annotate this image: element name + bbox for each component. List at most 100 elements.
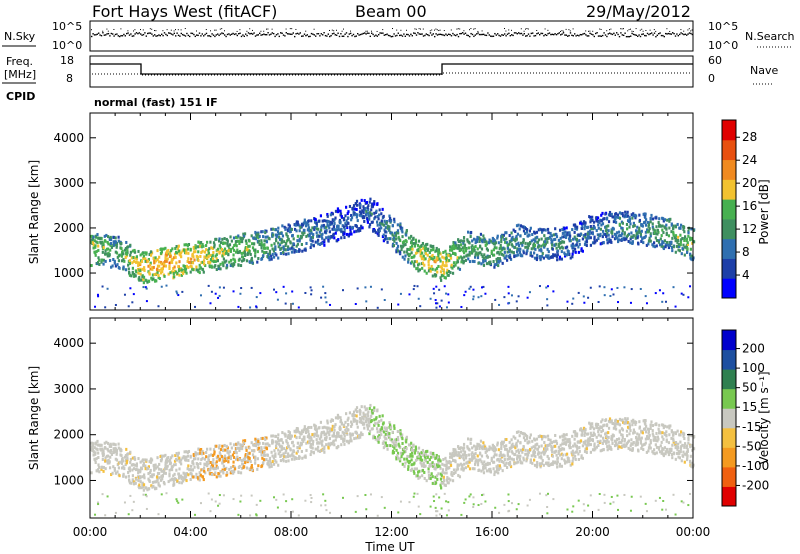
noise-point <box>400 34 402 36</box>
velocity-cell <box>305 441 308 445</box>
power-cell <box>174 270 178 274</box>
noise-point <box>211 33 213 35</box>
velocity-cell <box>161 477 164 481</box>
power-cell <box>661 228 664 232</box>
velocity-cell <box>180 475 184 479</box>
velocity-cell <box>187 458 190 462</box>
noise-point <box>477 32 479 34</box>
power-cell <box>142 286 145 289</box>
noise-search-point <box>329 29 330 31</box>
velocity-cell <box>482 466 485 470</box>
velocity-cell <box>117 466 121 470</box>
power-cell <box>395 250 398 254</box>
velocity-cell <box>225 472 229 476</box>
noise-search-point <box>365 30 367 32</box>
velocity-cell <box>343 439 346 443</box>
velocity-cell <box>350 422 354 426</box>
power-cell <box>445 258 448 262</box>
power-cell <box>574 224 577 228</box>
velocity-cell <box>139 480 142 484</box>
power-cell <box>480 247 484 251</box>
power-cell <box>482 260 485 264</box>
power-cell <box>571 255 574 259</box>
power-cell <box>418 262 421 266</box>
velocity-cell <box>228 467 231 471</box>
velocity-cell <box>451 453 454 457</box>
y-tick-label: 3000 <box>53 176 84 190</box>
power-cell <box>94 305 97 308</box>
power-cell <box>360 198 363 202</box>
velocity-cell <box>477 469 480 473</box>
power-cell <box>552 290 555 293</box>
power-cell <box>450 263 453 267</box>
power-cell <box>692 228 695 232</box>
velocity-cell <box>353 418 356 422</box>
power-cell <box>451 244 454 248</box>
velocity-cell <box>471 446 474 450</box>
power-cell <box>576 225 579 229</box>
power-cell <box>558 246 562 250</box>
velocity-cell <box>437 456 440 460</box>
velocity-cell <box>497 448 500 452</box>
colorbar-swatch <box>722 120 736 141</box>
noise-search-point <box>639 29 641 31</box>
noise-point <box>173 32 175 35</box>
velocity-cell <box>173 472 176 476</box>
power-cell <box>184 269 187 273</box>
power-cell <box>365 200 368 204</box>
velocity-cell <box>422 461 425 465</box>
velocity-cell <box>501 442 504 446</box>
power-cell <box>287 245 290 249</box>
velocity-cell <box>329 419 332 423</box>
power-ylabel: Slant Range [km] <box>27 160 41 264</box>
power-cell <box>340 236 343 240</box>
velocity-cell <box>252 449 256 453</box>
power-cell <box>103 234 106 238</box>
velocity-cell <box>323 425 326 429</box>
velocity-cell <box>152 473 155 477</box>
power-cell <box>431 267 434 271</box>
velocity-cell <box>366 427 370 431</box>
power-cell <box>395 237 398 241</box>
noise-point <box>100 34 103 37</box>
power-cell <box>528 240 532 244</box>
power-cell <box>562 240 566 244</box>
power-cell <box>310 231 313 235</box>
power-cell <box>534 247 537 251</box>
power-cell <box>606 231 609 235</box>
power-cell <box>252 248 256 252</box>
velocity-cell <box>334 438 337 442</box>
power-cell <box>237 305 240 308</box>
noise-search-point <box>645 29 647 31</box>
power-cell <box>373 200 376 204</box>
power-cell <box>100 260 103 264</box>
velocity-cell <box>354 408 358 412</box>
power-cell <box>372 229 375 233</box>
power-cell <box>542 256 545 260</box>
velocity-cell <box>332 439 335 443</box>
velocity-cell <box>444 456 447 460</box>
power-cell <box>444 276 447 280</box>
velocity-cell <box>174 454 177 458</box>
velocity-cell <box>217 472 220 476</box>
velocity-cell <box>308 439 311 443</box>
power-cell <box>347 210 350 214</box>
velocity-cell <box>353 413 356 417</box>
power-cell <box>104 252 107 256</box>
power-cell <box>358 210 362 214</box>
power-cell <box>376 202 379 206</box>
power-cell <box>245 241 248 245</box>
noise-search-point <box>620 28 622 30</box>
velocity-cell <box>280 445 284 449</box>
power-cell <box>249 252 252 256</box>
power-cell <box>635 234 638 238</box>
power-cell <box>589 286 592 289</box>
power-cell <box>497 241 500 245</box>
power-cell <box>667 243 670 247</box>
power-cell <box>570 244 573 248</box>
power-cell <box>606 238 609 242</box>
power-cell <box>252 242 256 246</box>
power-cell <box>443 276 446 280</box>
noise-search-point <box>632 30 634 32</box>
